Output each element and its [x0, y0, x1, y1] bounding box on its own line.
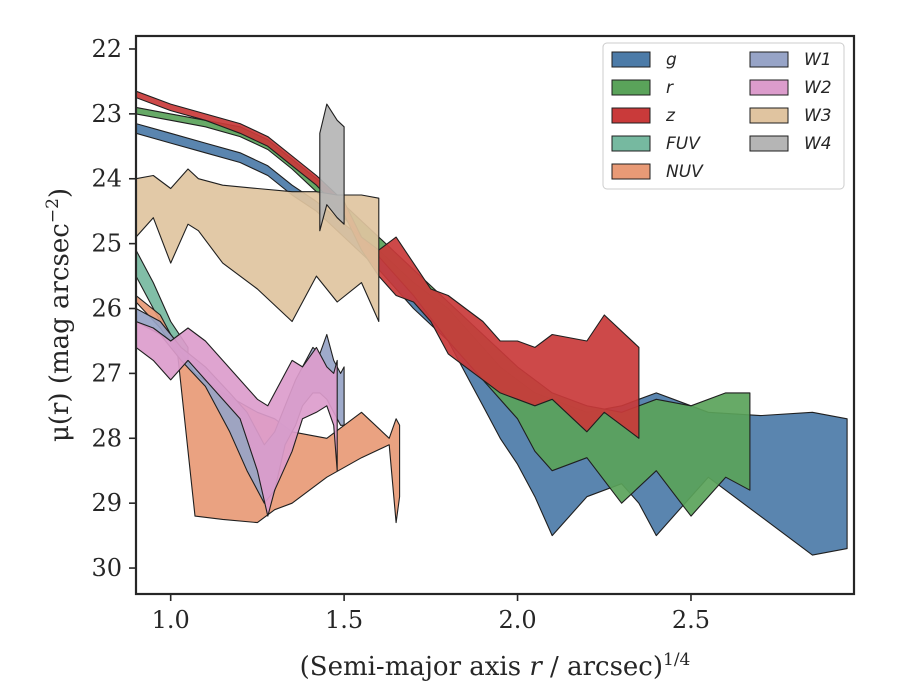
legend-swatch-g — [611, 51, 651, 68]
legend-label-w4: W4 — [804, 134, 832, 154]
legend-swatch-w2 — [749, 79, 789, 96]
y-axis-label: μ(r) (mag arcsec−2) — [43, 188, 75, 442]
legend-swatch-w1 — [749, 51, 789, 68]
plot-frame — [134, 34, 856, 596]
legend-swatch-w4 — [749, 135, 789, 152]
legend-swatch-fuv — [611, 135, 651, 152]
band-w2 — [136, 320, 338, 517]
band-w4 — [319, 103, 345, 232]
y-tick-label: 27 — [91, 359, 122, 387]
legend-label-z: z — [665, 106, 676, 126]
legend-label-g: g — [666, 50, 677, 70]
legend: grz FUV NUV W1 W2 W3 W4 — [602, 42, 845, 190]
legend-swatch-w3 — [749, 107, 789, 124]
legend-swatch-r — [611, 79, 651, 96]
x-tick-label: 2.0 — [498, 606, 536, 634]
y-tick-label: 30 — [91, 554, 122, 582]
legend-swatch-nuv — [611, 163, 651, 180]
band-w3 — [136, 168, 380, 323]
x-axis-label: (Semi-major axis r / arcsec)1/4 — [300, 650, 691, 682]
legend-label-w3: W3 — [804, 106, 832, 126]
x-tick-label: 1.5 — [325, 606, 363, 634]
y-tick-label: 26 — [91, 295, 122, 323]
y-tick-label: 24 — [91, 165, 122, 193]
y-axis: 22 23 24 25 26 27 28 29 30 — [91, 35, 136, 582]
legend-label-w2: W2 — [804, 78, 832, 98]
legend-label-fuv: FUV — [666, 134, 701, 154]
y-tick-label: 22 — [91, 35, 122, 63]
legend-swatch-z — [611, 107, 651, 124]
x-tick-label: 1.0 — [152, 606, 190, 634]
legend-label-r: r — [666, 78, 674, 98]
x-tick-label: 2.5 — [672, 606, 710, 634]
y-tick-label: 23 — [91, 100, 122, 128]
y-tick-label: 28 — [91, 424, 122, 452]
x-axis: 1.0 1.5 2.0 2.5 — [152, 594, 710, 634]
legend-label-nuv: NUV — [666, 162, 704, 182]
y-tick-label: 25 — [91, 230, 122, 258]
y-tick-label: 29 — [91, 489, 122, 517]
legend-label-w1: W1 — [804, 50, 832, 70]
band-layer — [136, 90, 848, 556]
